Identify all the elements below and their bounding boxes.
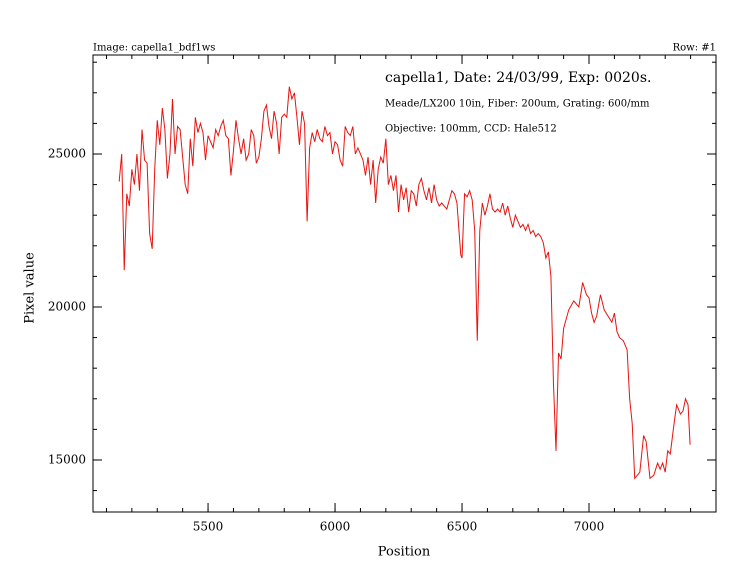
- x-axis-label: Position: [378, 545, 431, 560]
- x-tick-label: 5500: [193, 520, 224, 534]
- annotation: Meade/LX200 10in, Fiber: 200um, Grating:…: [385, 99, 650, 110]
- y-tick-label: 20000: [48, 299, 86, 313]
- spectrum-line: [118, 86, 691, 480]
- image-label: Image: capella1_bdf1ws: [93, 43, 215, 54]
- y-tick-label: 25000: [48, 146, 86, 160]
- plot-frame: [92, 54, 717, 513]
- y-axis-label: Pixel value: [23, 252, 38, 324]
- x-tick-label: 6000: [320, 520, 351, 534]
- x-tick-label: 6500: [447, 520, 478, 534]
- row-label: Row: #1: [673, 43, 716, 54]
- x-tick-label: 7000: [574, 520, 605, 534]
- annotation: Objective: 100mm, CCD: Hale512: [385, 124, 557, 135]
- y-tick-label: 15000: [48, 452, 86, 466]
- chart-title: capella1, Date: 24/03/99, Exp: 0020s.: [385, 70, 651, 86]
